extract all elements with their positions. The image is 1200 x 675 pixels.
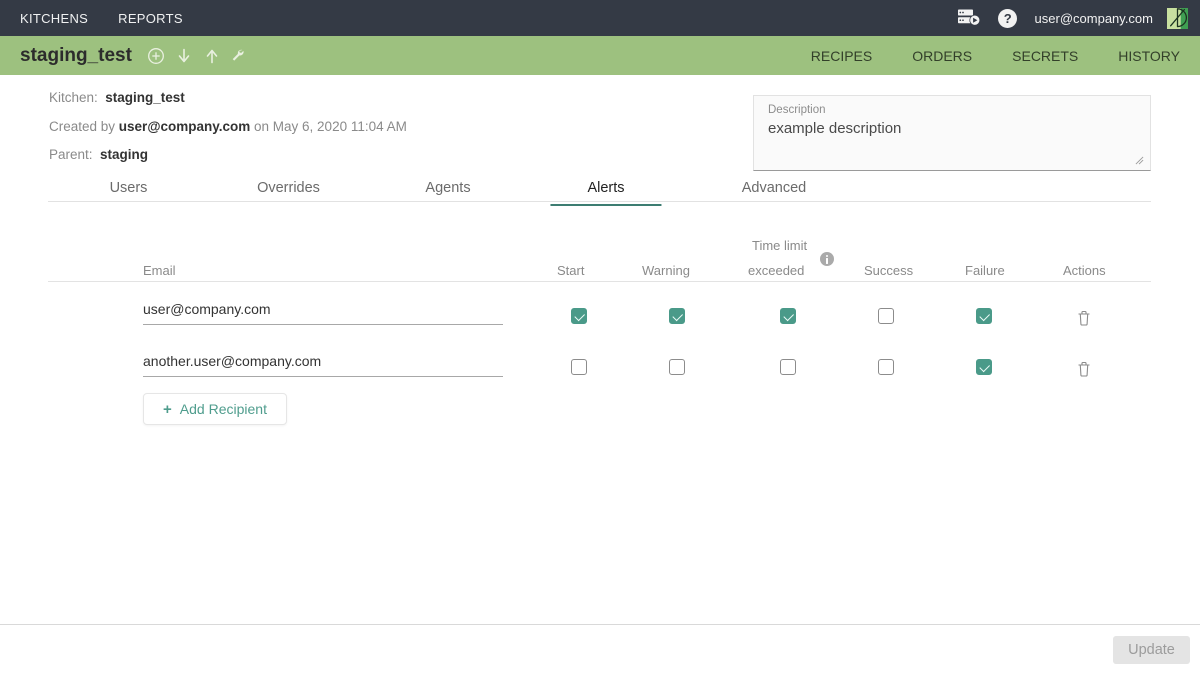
svg-text:?: ? [1003, 11, 1011, 26]
